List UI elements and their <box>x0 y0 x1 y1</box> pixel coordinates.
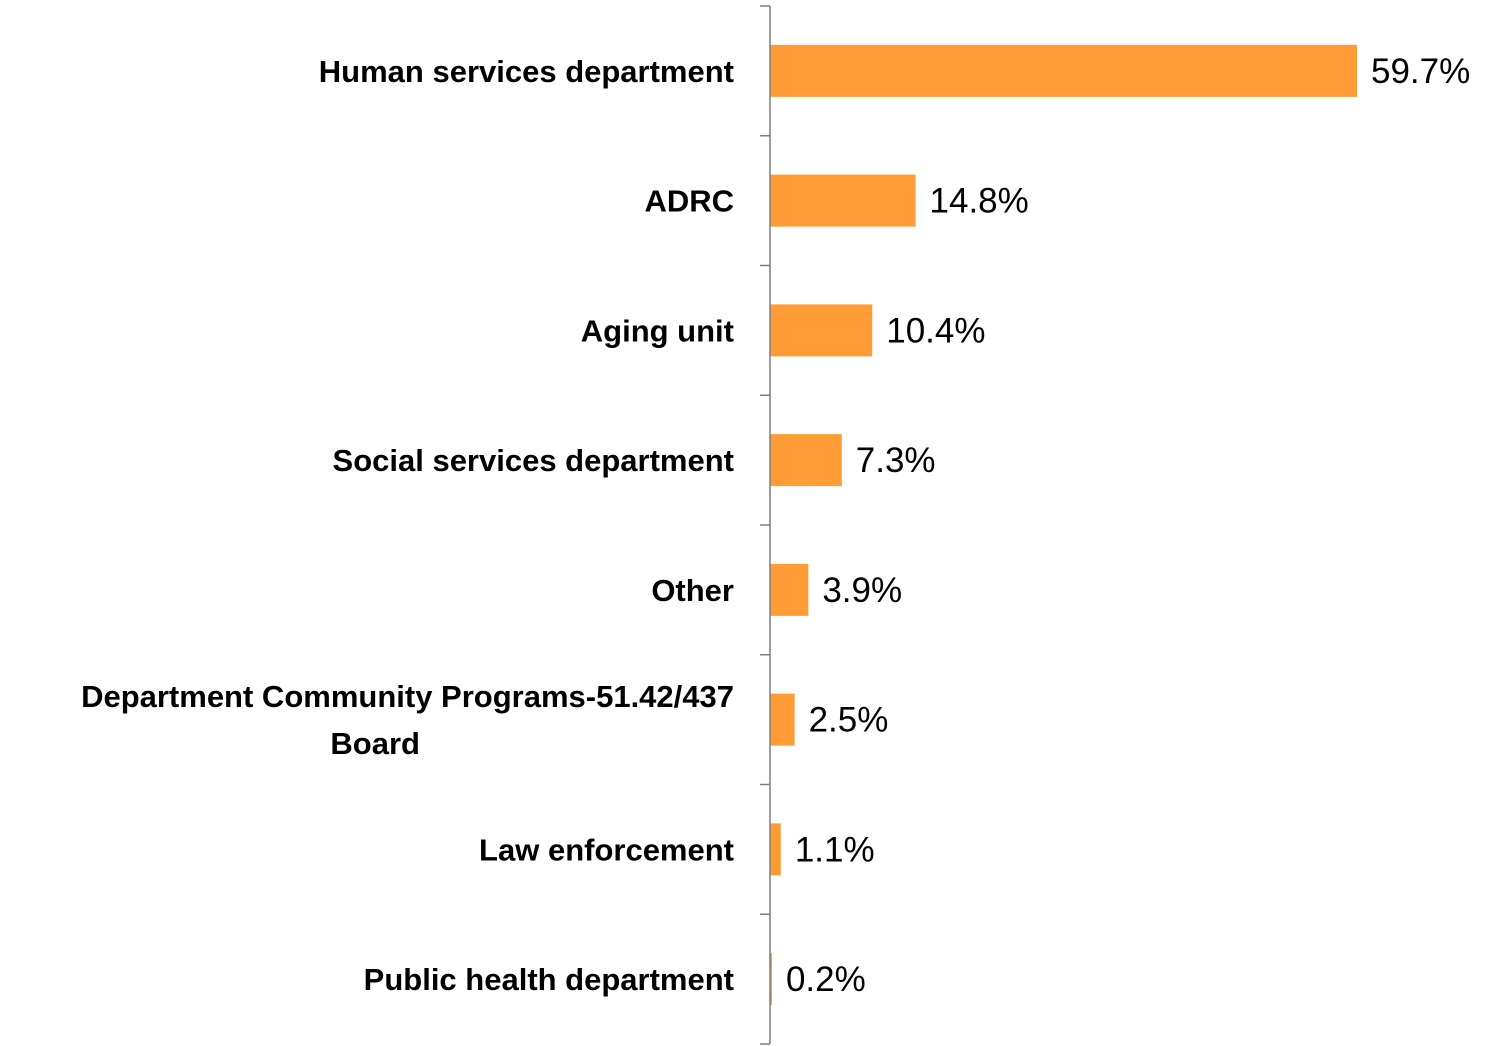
value-label-0: 59.7% <box>1371 52 1470 91</box>
category-label-line: Law enforcement <box>479 832 734 867</box>
category-label-line: Aging unit <box>581 313 734 348</box>
value-label-2: 10.4% <box>886 311 985 350</box>
category-label-6: Law enforcement <box>479 832 734 867</box>
category-label-0: Human services department <box>319 54 734 89</box>
category-label-2: Aging unit <box>581 313 734 348</box>
bar-1 <box>770 174 916 227</box>
category-label-line: Board <box>330 726 420 761</box>
labels-layer: 59.7% Human services department 14.8% ADRC 1… <box>81 52 1470 999</box>
category-label-5: Department Community Programs-51.42/437 B… <box>81 679 734 761</box>
category-label-3: Social services department <box>333 443 734 478</box>
category-label-4: Other <box>651 573 734 608</box>
bar-6 <box>770 823 781 876</box>
category-label-7: Public health department <box>364 962 734 997</box>
bars-layer <box>770 44 1357 1006</box>
value-label-7: 0.2% <box>786 960 866 999</box>
value-label-4: 3.9% <box>822 571 902 610</box>
bar-2 <box>770 304 873 357</box>
category-label-line: Social services department <box>333 443 734 478</box>
category-label-line: Public health department <box>364 962 734 997</box>
value-label-5: 2.5% <box>809 701 889 740</box>
category-label-line: ADRC <box>644 184 734 219</box>
category-axis <box>760 5 771 1045</box>
value-label-6: 1.1% <box>795 830 875 869</box>
bar-7 <box>770 953 772 1006</box>
bar-3 <box>770 434 842 487</box>
category-label-line: Human services department <box>319 54 734 89</box>
category-label-line: Other <box>651 573 734 608</box>
value-label-1: 14.8% <box>930 182 1029 221</box>
category-label-line: Department Community Programs-51.42/437 <box>81 679 734 714</box>
bar-5 <box>770 693 795 746</box>
bar-0 <box>770 44 1357 97</box>
value-label-3: 7.3% <box>856 441 936 480</box>
bar-4 <box>770 563 809 616</box>
category-label-1: ADRC <box>644 184 734 219</box>
